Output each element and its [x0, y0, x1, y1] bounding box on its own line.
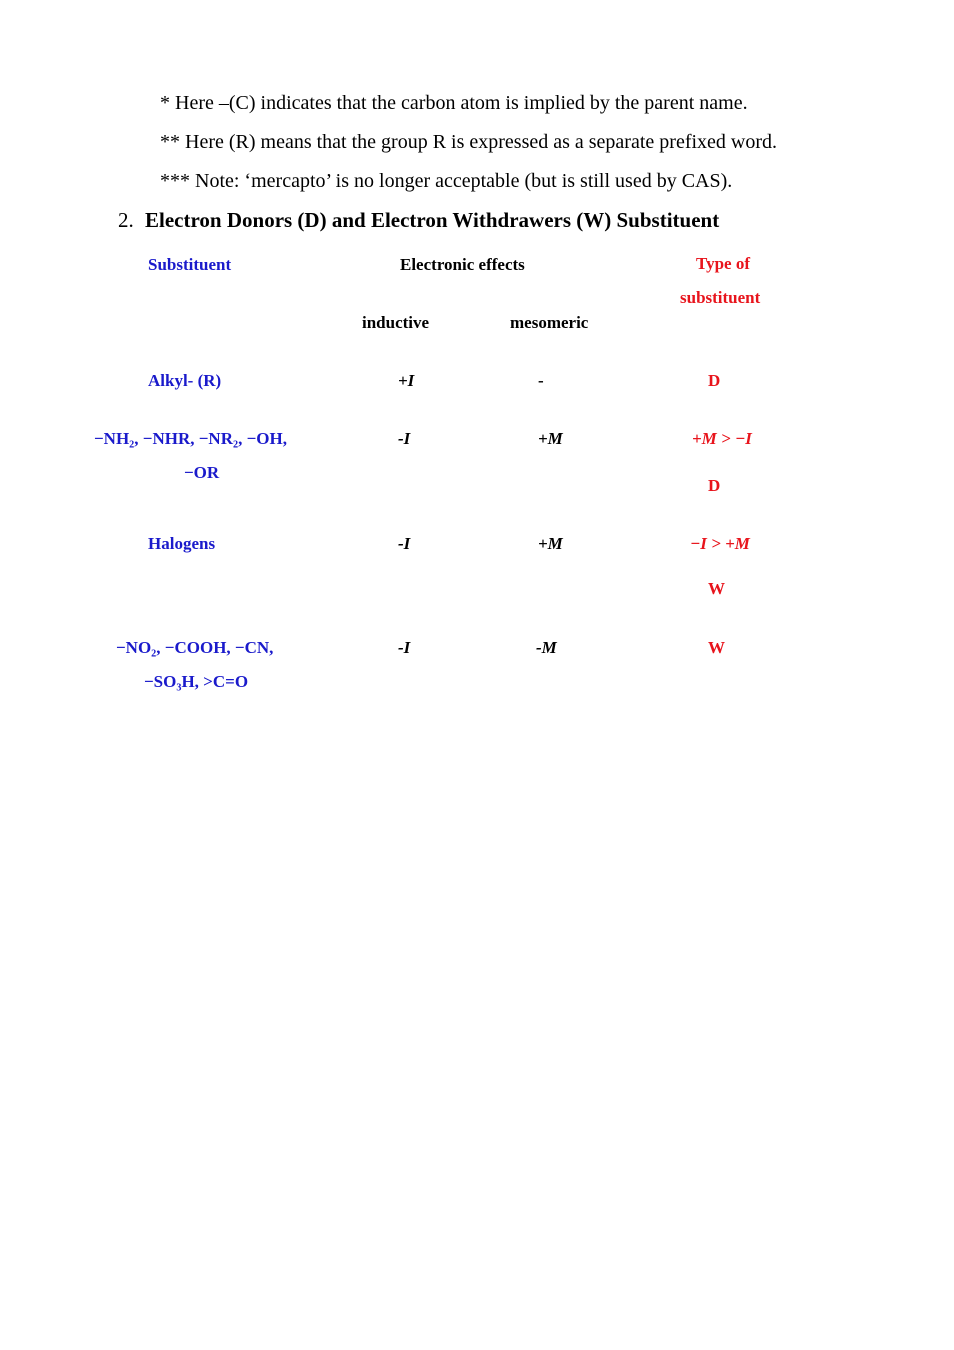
row-withdrawers-type: W — [708, 638, 725, 657]
row-withdrawers-mesomeric: -M — [536, 638, 557, 657]
row-amino-mesomeric: +M — [538, 429, 563, 448]
footnote-group-r: ** Here (R) means that the group R is ex… — [160, 131, 778, 153]
row-amino-substituent-line1: −NH₂, −NHR, −NR₂, −OH, — [94, 429, 287, 448]
header-substituent: Substituent — [148, 255, 232, 274]
footnote-mercapto: *** Note: ‘mercapto’ is no longer accept… — [160, 170, 733, 192]
row-withdrawers-inductive: -I — [398, 638, 411, 657]
row-amino-type-effect: +M > −I — [692, 429, 752, 448]
row-amino-substituent-line2: −OR — [184, 463, 220, 482]
row-amino-inductive: -I — [398, 429, 411, 448]
header-mesomeric: mesomeric — [510, 313, 589, 332]
header-inductive: inductive — [362, 313, 430, 332]
row-halogens-substituent: Halogens — [148, 534, 216, 553]
row-withdrawers-substituent-line1: −NO₂, −COOH, −CN, — [116, 638, 274, 657]
header-type-line2: substituent — [680, 288, 761, 307]
row-alkyl-substituent: Alkyl- (R) — [148, 371, 222, 390]
header-type-line1: Type of — [696, 254, 750, 273]
row-amino-type: D — [708, 476, 721, 495]
row-alkyl-type: D — [708, 371, 721, 390]
footnote-carbon-implied: * Here –(C) indicates that the carbon at… — [160, 92, 748, 114]
section-number: 2. — [118, 208, 134, 232]
row-alkyl-inductive: +I — [398, 371, 415, 390]
row-withdrawers-substituent-line2: −SO₃H, >C=O — [144, 672, 249, 691]
section-heading: 2. Electron Donors (D) and Electron With… — [118, 208, 719, 233]
header-electronic-effects: Electronic effects — [400, 255, 525, 274]
row-halogens-inductive: -I — [398, 534, 411, 553]
section-title: Electron Donors (D) and Electron Withdra… — [145, 208, 720, 232]
row-halogens-type: W — [708, 579, 725, 598]
row-halogens-type-effect: −I > +M — [690, 534, 750, 553]
row-halogens-mesomeric: +M — [538, 534, 563, 553]
row-alkyl-mesomeric: - — [538, 371, 544, 390]
